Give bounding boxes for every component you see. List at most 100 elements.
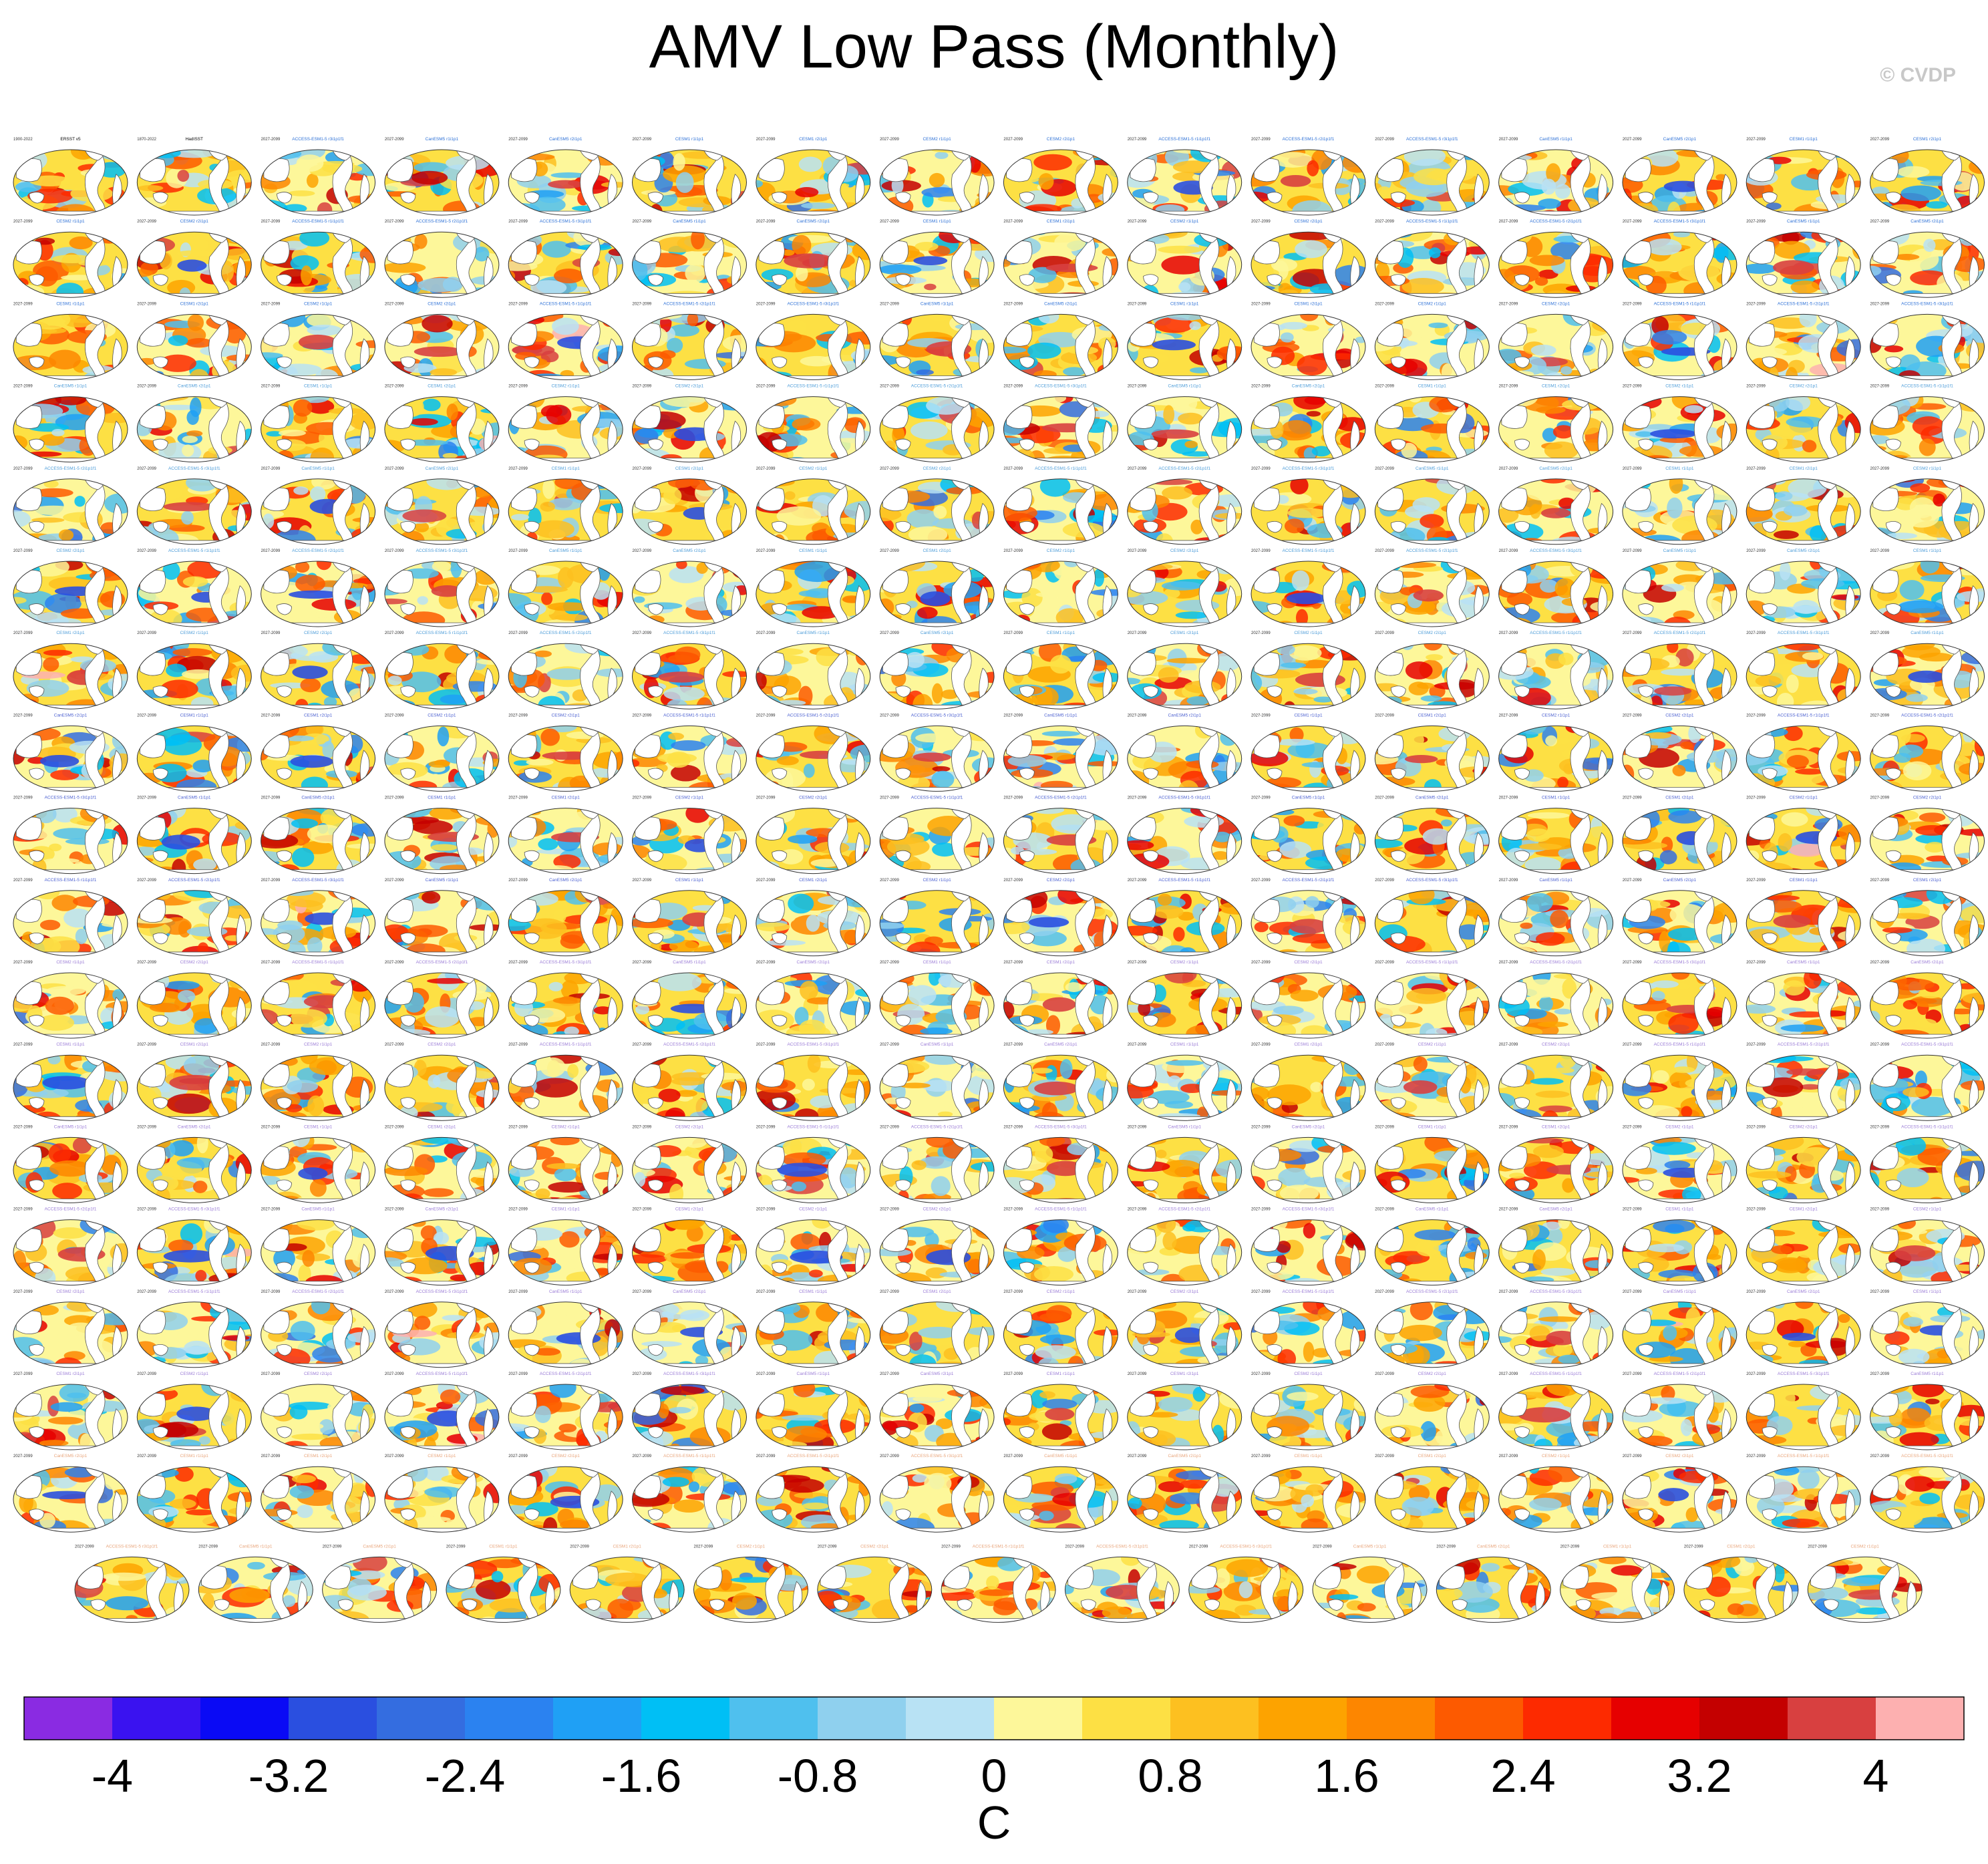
panel-title: CESM1 r2i1p1: [1665, 796, 1694, 800]
panel-period-label: 2027-2099: [1375, 714, 1394, 718]
map-panel: 2027-2099 ACCESS-ESM1-5 r3i1p1f1: [136, 466, 252, 545]
panel-title: ACCESS-ESM1-5 r3i1p1f1: [1406, 137, 1458, 142]
map-panel: 2027-2099 CESM2 r1i1p1: [508, 384, 623, 463]
panel-period-label: 2027-2099: [508, 549, 528, 553]
panel-title: CanESM5 r1i1p1: [426, 878, 459, 883]
panel-period-label: 2027-2099: [1623, 879, 1642, 883]
panel-title: ACCESS-ESM1-5 r3i1p1f1: [1158, 796, 1210, 800]
colorbar-tick-label: -3.2: [248, 1750, 329, 1802]
panel-title: CanESM5 r2i1p1: [797, 219, 830, 224]
panel-title: ACCESS-ESM1-5 r1i1p1f1: [1406, 960, 1458, 965]
panel-title: CESM2 r2i1p1: [428, 301, 456, 306]
panel-title: CESM1 r1i1p1: [1790, 137, 1818, 142]
panel-title: CESM2 r2i1p1: [56, 549, 85, 553]
panel-period-label: 2027-2099: [137, 714, 156, 718]
map-panel: 2027-2099 CanESM5 r1i1p1: [1746, 219, 1861, 298]
panel-period-label: 2027-2099: [1623, 138, 1642, 142]
panel-period-label: 2027-2099: [508, 138, 528, 142]
panel-title: CanESM5 r2i1p1: [549, 137, 583, 142]
panel-title: CESM1 r1i1p1: [923, 960, 951, 965]
panel-title: ACCESS-ESM1-5 r1i1p1f1: [1158, 137, 1210, 142]
map-panel: 2027-2099 ACCESS-ESM1-5 r2i1p1f1: [261, 549, 376, 627]
panel-period-label: 2027-2099: [261, 302, 281, 306]
panel-period-label: 2027-2099: [508, 879, 528, 883]
panel-title: CESM2 r2i1p1: [428, 1042, 456, 1047]
panel-title: ACCESS-ESM1-5 r2i1p1f1: [1530, 219, 1582, 224]
panel-title: CESM1 r1i1p1: [552, 466, 581, 471]
colorbar-tick-label: -0.8: [778, 1750, 858, 1802]
colorbar-tick-label: 3.2: [1667, 1750, 1731, 1802]
map-panel: 2027-2099 ACCESS-ESM1-5 r1i1p1f1: [136, 549, 252, 627]
colorbar-units-label: C: [977, 1797, 1011, 1849]
panel-period-label: 2027-2099: [880, 467, 899, 471]
panel-period-label: 2027-2099: [633, 302, 652, 306]
panel-title: ACCESS-ESM1-5 r2i1p1f1: [1654, 631, 1706, 635]
panel-period-label: 2027-2099: [1128, 1043, 1147, 1047]
panel-title: ACCESS-ESM1-5 r2i1p1f1: [911, 384, 963, 389]
panel-period-label: 2027-2099: [756, 302, 776, 306]
colorbar-swatch: [818, 1697, 906, 1740]
panel-period-label: 2027-2099: [137, 879, 156, 883]
map-panel: 2027-2099 CESM1 r1i1p1: [632, 137, 747, 216]
panel-period-label: 2027-2099: [508, 302, 528, 306]
panel-period-label: 2027-2099: [1128, 467, 1147, 471]
colorbar-swatch: [1082, 1697, 1171, 1740]
panel-period-label: 2027-2099: [385, 879, 404, 883]
panel-title: CESM1 r1i1p1: [1418, 384, 1447, 389]
panel-title: CESM1 r2i1p1: [180, 1042, 209, 1047]
panel-title: CESM2 r2i1p1: [799, 796, 828, 800]
panel-title: ACCESS-ESM1-5 r3i1p1f1: [663, 631, 715, 635]
map-panel: 2027-2099 CESM2 r2i1p1: [1498, 301, 1614, 380]
panel-period-label: 2027-2099: [13, 467, 33, 471]
panel-period-label: 2027-2099: [633, 1043, 652, 1047]
panel-title: CESM1 r1i1p1: [675, 137, 704, 142]
map-panel: 2027-2099 CESM2 r1i1p1: [1003, 549, 1118, 627]
panel-title: CanESM5 r1i1p1: [1539, 878, 1572, 883]
panel-period-label: 2027-2099: [1128, 631, 1147, 635]
panel-period-label: 2027-2099: [261, 220, 281, 224]
panel-period-label: 2027-2099: [261, 385, 281, 389]
map-panel: 2027-2099 CESM1 r1i1p1: [879, 960, 995, 1039]
panel-period-label: 2027-2099: [261, 879, 281, 883]
panel-title: CESM2 r1i1p1: [428, 713, 456, 718]
panel-period-label: 2027-2099: [13, 796, 33, 800]
colorbar-tick-label: 0.8: [1138, 1750, 1202, 1802]
panel-title: CanESM5 r1i1p1: [673, 219, 706, 224]
panel-title: CanESM5 r2i1p1: [549, 878, 583, 883]
panel-period-label: 1870-2022: [137, 138, 156, 142]
panel-title: CanESM5 r2i1p1: [1168, 713, 1201, 718]
panel-period-label: 2027-2099: [13, 879, 33, 883]
panel-title: CESM2 r1i1p1: [923, 137, 951, 142]
panel-period-label: 2027-2099: [13, 714, 33, 718]
panel-period-label: 2027-2099: [13, 549, 33, 553]
panel-title: ACCESS-ESM1-5 r3i1p1f1: [1654, 219, 1706, 224]
panel-period-label: 2027-2099: [1746, 879, 1766, 883]
panel-title: ACCESS-ESM1-5 r1i1p1f1: [663, 713, 715, 718]
map-panel: 2027-2099 ACCESS-ESM1-5 r1i1p1f1: [879, 796, 995, 875]
panel-title: ACCESS-ESM1-5 r2i1p1f1: [292, 549, 344, 553]
colorbar-swatch: [465, 1697, 554, 1740]
panel-title: CanESM5 r2i1p1: [921, 631, 954, 635]
panel-title: CanESM5 r2i1p1: [1787, 549, 1820, 553]
panel-period-label: 2027-2099: [633, 796, 652, 800]
panel-period-label: 2027-2099: [1746, 961, 1766, 965]
panel-title: CanESM5 r2i1p1: [673, 549, 706, 553]
panel-title: ACCESS-ESM1-5 r3i1p1f1: [787, 301, 839, 306]
panel-period-label: 2027-2099: [1375, 220, 1394, 224]
panel-period-label: 2027-2099: [137, 631, 156, 635]
colorbar-swatch: [641, 1697, 730, 1740]
panel-period-label: 2027-2099: [1375, 631, 1394, 635]
panel-title: CESM1 r2i1p1: [1542, 384, 1570, 389]
panel-title: CESM2 r2i1p1: [1047, 137, 1075, 142]
map-panel: 2027-2099 CanESM5 r1i1p1: [261, 466, 376, 545]
colorbar-swatch: [1611, 1697, 1700, 1740]
panel-title: CESM2 r1i1p1: [1047, 549, 1075, 553]
panel-period-label: 2027-2099: [13, 385, 33, 389]
panel-title: CESM2 r1i1p1: [1665, 384, 1694, 389]
panel-period-label: 2027-2099: [1128, 385, 1147, 389]
colorbar-swatch: [906, 1697, 995, 1740]
panel-title: ACCESS-ESM1-5 r3i1p1f1: [416, 549, 468, 553]
panel-period-label: 2027-2099: [1251, 467, 1271, 471]
